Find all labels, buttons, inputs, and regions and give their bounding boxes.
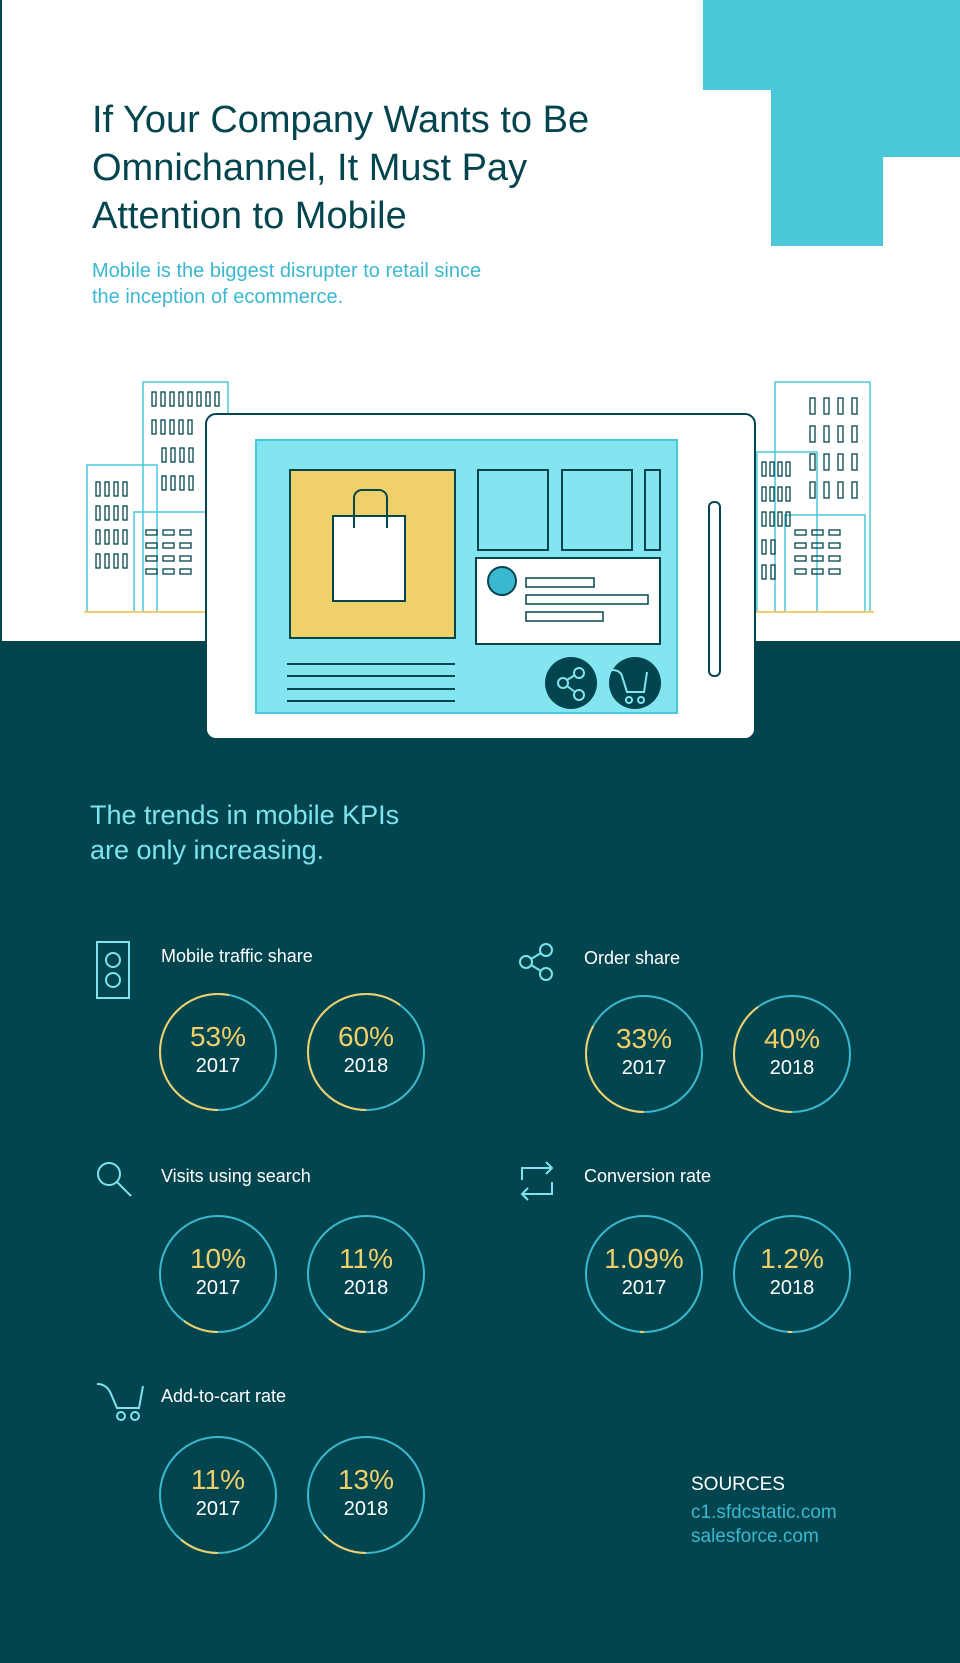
subtitle: Mobile is the biggest disrupter to retai…: [92, 258, 552, 310]
kpi-donut: 10% 2017: [157, 1213, 279, 1335]
cart-icon: [609, 657, 661, 709]
kpi-year: 2017: [621, 1277, 667, 1299]
kpi-percent: 11%: [191, 1464, 245, 1495]
subtitle-line: Mobile is the biggest disrupter to retai…: [92, 260, 482, 282]
repeat-icon: [518, 1160, 568, 1225]
kpi-percent: 13%: [337, 1464, 395, 1495]
kpi-label: Order share: [584, 948, 681, 968]
donut-value-arc: [307, 993, 425, 1111]
home-button: [708, 501, 721, 677]
share-icon: [545, 657, 597, 709]
page-title: If Your Company Wants to Be Omnichannel,…: [92, 96, 692, 240]
source-link[interactable]: salesforce.com: [691, 1526, 819, 1547]
subtitle-line: the inception of ecommerce.: [92, 286, 344, 308]
kpi-heading-line: are only increasing.: [90, 835, 325, 865]
kpi-percent: 10%: [189, 1243, 247, 1274]
kpi-year: 2018: [769, 1277, 815, 1299]
kpi-year: 2018: [343, 1277, 389, 1299]
donut-value-arc: [159, 993, 277, 1111]
title-line: Attention to Mobile: [92, 195, 407, 237]
kpi-percent: 1.2%: [760, 1243, 824, 1274]
kpi-heading-line: The trends in mobile KPIs: [90, 800, 400, 830]
kpi-donut: 40% 2018: [731, 993, 853, 1115]
kpi-percent: 60%: [337, 1021, 395, 1052]
kpi-donut: 60% 2018: [305, 991, 427, 1113]
kpi-label: Visits using search: [161, 1166, 311, 1186]
kpi-donut: 1.2% 2018: [731, 1213, 853, 1335]
kpi-year: 2017: [195, 1498, 241, 1520]
kpi-percent: 1.09%: [604, 1243, 684, 1274]
donut-value-arc: [733, 1215, 851, 1333]
kpi-percent: 33%: [615, 1023, 673, 1054]
kpi-heading: The trends in mobile KPIs are only incre…: [90, 798, 490, 868]
kpi-percent: 11%: [339, 1243, 393, 1274]
kpi-donut: 1.09% 2017: [583, 1213, 705, 1335]
donut-value-arc: [733, 995, 851, 1113]
cart-icon: [95, 1380, 145, 1445]
kpi-year: 2017: [621, 1057, 667, 1079]
tablet-illustration: [84, 381, 874, 740]
title-line: If Your Company Wants to Be: [92, 99, 590, 141]
kpi-label: Conversion rate: [584, 1166, 712, 1186]
title-line: Omnichannel, It Must Pay: [92, 147, 528, 189]
kpi-label: Mobile traffic share: [161, 946, 313, 966]
donut-value-arc: [307, 1215, 425, 1333]
donut-value-arc: [159, 1215, 277, 1333]
kpi-year: 2018: [343, 1498, 389, 1520]
kpi-percent: 40%: [763, 1023, 821, 1054]
donut-value-arc: [159, 1436, 277, 1554]
kpi-donut: 53% 2017: [157, 991, 279, 1113]
kpi-donut: 11% 2018: [305, 1213, 427, 1335]
sources-heading: SOURCES: [691, 1474, 785, 1495]
kpi-year: 2018: [343, 1055, 389, 1077]
kpi-donut: 11% 2017: [157, 1434, 279, 1556]
kpi-year: 2018: [769, 1057, 815, 1079]
source-link[interactable]: c1.sfdcstatic.com: [691, 1502, 837, 1523]
kpi-year: 2017: [195, 1277, 241, 1299]
donut-value-arc: [585, 995, 703, 1113]
kpi-label: Add-to-cart rate: [161, 1386, 287, 1406]
kpi-percent: 53%: [189, 1021, 247, 1052]
kpi-donut: 33% 2017: [583, 993, 705, 1115]
kpi-donut: 13% 2018: [305, 1434, 427, 1556]
decorative-blocks: [703, 0, 960, 246]
donut-value-arc: [585, 1215, 703, 1333]
kpi-year: 2017: [195, 1055, 241, 1077]
donut-value-arc: [307, 1436, 425, 1554]
share-icon: [518, 942, 568, 1007]
mobile-phone-icon: [95, 940, 145, 1005]
search-icon: [95, 1160, 145, 1225]
